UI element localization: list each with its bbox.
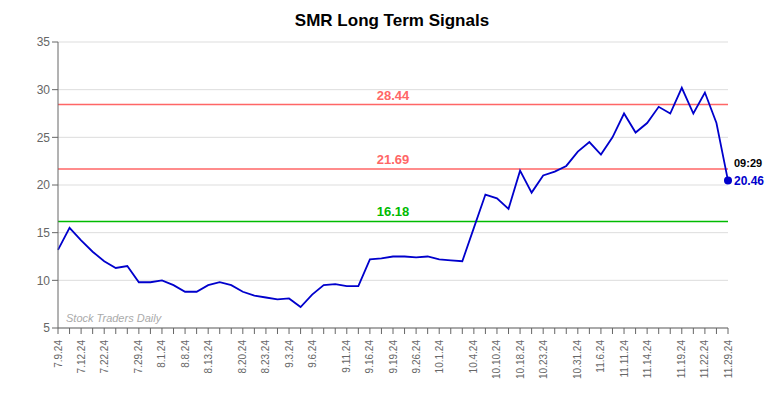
svg-text:10.1.24: 10.1.24 (434, 340, 445, 374)
svg-text:16.18: 16.18 (377, 204, 410, 219)
svg-text:35: 35 (37, 35, 51, 49)
svg-text:25: 25 (37, 131, 51, 145)
svg-text:7.9.24: 7.9.24 (53, 340, 64, 368)
svg-text:8.1.24: 8.1.24 (156, 340, 167, 368)
svg-text:9.3.24: 9.3.24 (284, 340, 295, 368)
svg-text:5: 5 (43, 321, 50, 335)
svg-text:7.12.24: 7.12.24 (76, 340, 87, 374)
svg-text:11.22.24: 11.22.24 (699, 340, 710, 379)
svg-text:11.14.24: 11.14.24 (642, 340, 653, 379)
svg-text:9.11.24: 9.11.24 (341, 340, 352, 373)
svg-text:9.19.24: 9.19.24 (388, 340, 399, 374)
svg-text:7.22.24: 7.22.24 (99, 340, 110, 374)
svg-text:11.19.24: 11.19.24 (676, 340, 687, 379)
svg-text:11.6.24: 11.6.24 (595, 340, 606, 373)
svg-text:9.16.24: 9.16.24 (364, 340, 375, 374)
svg-text:10.18.24: 10.18.24 (515, 340, 526, 379)
svg-text:10: 10 (37, 274, 51, 288)
svg-text:20.46: 20.46 (734, 174, 764, 188)
svg-text:8.20.24: 8.20.24 (237, 340, 248, 374)
svg-text:7.29.24: 7.29.24 (133, 340, 144, 374)
html-text:SMR Long Term Signals: SMR Long Term Signals (294, 11, 490, 30)
svg-text:10.10.24: 10.10.24 (491, 340, 502, 379)
svg-text:28.44: 28.44 (377, 88, 410, 103)
svg-text:10.4.24: 10.4.24 (468, 340, 479, 374)
svg-text:10.31.24: 10.31.24 (572, 340, 583, 379)
svg-text:15: 15 (37, 226, 51, 240)
svg-text:8.8.24: 8.8.24 (180, 340, 191, 368)
svg-text:21.69: 21.69 (377, 152, 410, 167)
svg-text:10.23.24: 10.23.24 (538, 340, 549, 379)
svg-text:9.6.24: 9.6.24 (307, 340, 318, 368)
svg-text:8.13.24: 8.13.24 (203, 340, 214, 374)
svg-text:20: 20 (37, 178, 51, 192)
svg-text:11.11.24: 11.11.24 (619, 340, 630, 378)
svg-text:8.23.24: 8.23.24 (260, 340, 271, 374)
svg-text:9.26.24: 9.26.24 (411, 340, 422, 374)
svg-text:30: 30 (37, 83, 51, 97)
svg-text:11.29.24: 11.29.24 (723, 340, 734, 379)
svg-text:09:29: 09:29 (734, 157, 762, 169)
html-text:Stock Traders Daily: Stock Traders Daily (66, 312, 162, 324)
